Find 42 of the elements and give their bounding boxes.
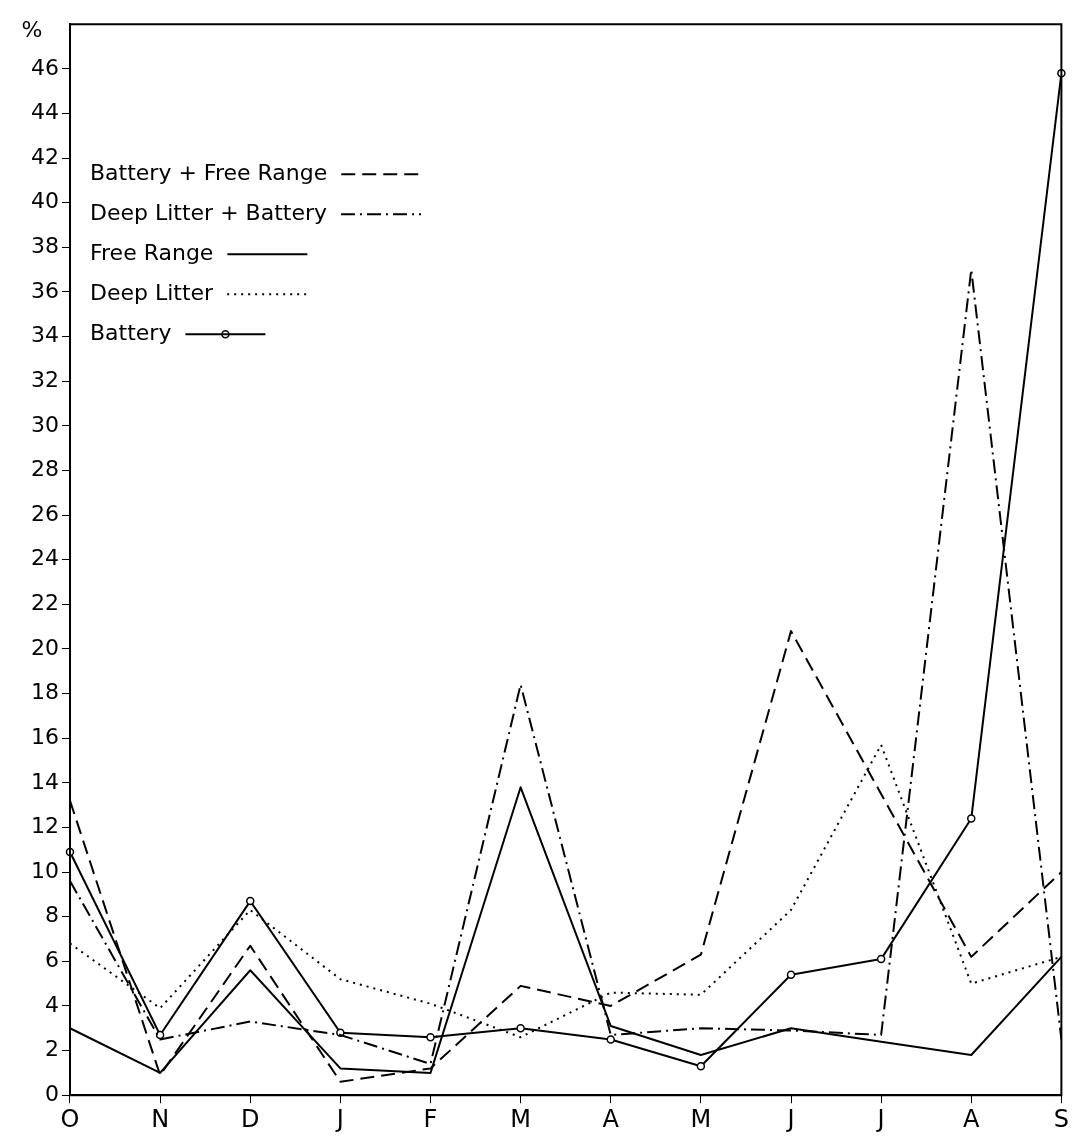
y-tick-label: 16: [30, 723, 59, 749]
x-tick-label: M: [510, 1104, 531, 1133]
y-axis-title: %: [21, 16, 43, 42]
x-tick-label: J: [785, 1104, 795, 1133]
y-tick-label: 18: [30, 679, 59, 705]
x-tick-label: A: [602, 1104, 620, 1133]
y-tick-label: 12: [30, 813, 59, 839]
x-tick-label: S: [1053, 1104, 1069, 1133]
legend-label: Battery + Free Range: [89, 159, 328, 185]
y-tick-label: 40: [30, 188, 59, 214]
y-tick-label: 14: [30, 768, 59, 794]
y-tick-label: 32: [30, 366, 59, 392]
y-tick-label: 6: [44, 947, 59, 973]
y-tick-label: 20: [30, 634, 59, 660]
x-tick-label: J: [875, 1104, 885, 1133]
y-tick-label: 2: [44, 1036, 59, 1062]
y-tick-label: 0: [44, 1080, 59, 1106]
y-tick-label: 36: [30, 277, 59, 303]
y-tick-label: 44: [30, 99, 59, 125]
x-tick-label: N: [151, 1104, 170, 1133]
legend-label: Free Range: [89, 239, 214, 265]
legend-label: Deep Litter: [89, 279, 215, 305]
y-tick-label: 10: [30, 857, 59, 883]
y-tick-label: 38: [30, 233, 59, 259]
y-tick-label: 42: [30, 143, 59, 169]
y-tick-label: 26: [30, 500, 59, 526]
y-tick-label: 28: [30, 456, 59, 482]
y-tick-label: 46: [30, 54, 59, 80]
y-tick-label: 22: [30, 590, 59, 616]
x-tick-label: A: [963, 1104, 981, 1133]
y-tick-label: 4: [44, 991, 59, 1017]
x-tick-label: D: [241, 1104, 260, 1133]
legend-label: Deep Litter + Battery: [89, 199, 328, 225]
y-tick-label: 30: [30, 411, 59, 437]
y-tick-label: 34: [30, 322, 59, 348]
x-tick-label: O: [60, 1104, 80, 1133]
x-tick-label: J: [334, 1104, 344, 1133]
y-tick-label: 8: [44, 902, 59, 928]
x-tick-label: F: [423, 1104, 438, 1133]
legend-label: Battery: [89, 319, 172, 345]
y-tick-label: 24: [30, 545, 59, 571]
x-tick-label: M: [690, 1104, 712, 1133]
